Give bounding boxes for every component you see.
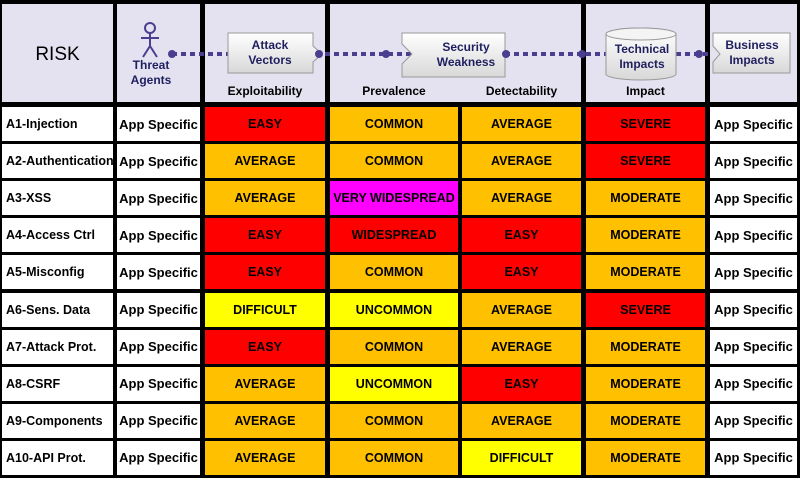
business-cell: App Specific <box>710 292 797 327</box>
rating-cell: EASY <box>462 255 581 290</box>
risk-name: A9-Components <box>2 403 113 438</box>
business-cell: App Specific <box>710 440 797 475</box>
rating-cell: MODERATE <box>586 329 705 364</box>
rating-cell: EASY <box>462 218 581 253</box>
rating-cell: COMMON <box>330 329 458 364</box>
rating-cell: AVERAGE <box>205 144 325 179</box>
risk-name: A4-Access Ctrl <box>2 218 113 253</box>
threat-agents-cell: App Specific <box>117 440 200 475</box>
rating-cell: AVERAGE <box>205 440 325 475</box>
exploitability: Exploitability <box>227 84 303 98</box>
rating-cell: COMMON <box>330 403 458 438</box>
rating-cell: EASY <box>205 255 325 290</box>
rating-cell: DIFFICULT <box>462 440 581 475</box>
header-graphics <box>141 22 791 81</box>
security-weakness: Security Weakness <box>436 40 496 69</box>
threat-agents-cell: App Specific <box>117 181 200 216</box>
business-cell: App Specific <box>710 403 797 438</box>
stick-figure <box>141 22 159 58</box>
threat-agents-cell: App Specific <box>117 107 200 141</box>
rating-cell: SEVERE <box>586 292 705 327</box>
attack-vectors-box <box>227 32 323 74</box>
business-cell: App Specific <box>710 366 797 401</box>
cylinder-top <box>605 27 677 41</box>
rating-cell: MODERATE <box>586 403 705 438</box>
business-cell: App Specific <box>710 218 797 253</box>
technical-impacts: Technical Impacts <box>614 42 670 71</box>
rating-cell: AVERAGE <box>462 144 581 179</box>
rating-cell: AVERAGE <box>462 107 581 141</box>
rating-cell: VERY WIDESPREAD <box>330 181 458 216</box>
risk-name: A1-Injection <box>2 107 113 141</box>
rating-cell: COMMON <box>330 255 458 290</box>
rating-cell: AVERAGE <box>205 366 325 401</box>
threat-agents-cell: App Specific <box>117 255 200 290</box>
rating-cell: EASY <box>205 107 325 141</box>
rating-cell: MODERATE <box>586 440 705 475</box>
prevalence: Prevalence <box>362 84 426 98</box>
rating-cell: DIFFICULT <box>205 292 325 327</box>
threat-agents: Threat Agents <box>130 58 172 87</box>
business-cell: App Specific <box>710 255 797 290</box>
rating-cell: COMMON <box>330 107 458 141</box>
rating-cell: COMMON <box>330 144 458 179</box>
header-cell <box>117 4 200 102</box>
business-cell: App Specific <box>710 107 797 141</box>
rating-cell: AVERAGE <box>462 181 581 216</box>
rating-cell: MODERATE <box>586 366 705 401</box>
threat-agents-cell: App Specific <box>117 366 200 401</box>
rating-cell: EASY <box>205 218 325 253</box>
risk-name: A8-CSRF <box>2 366 113 401</box>
rating-cell: UNCOMMON <box>330 292 458 327</box>
risk-name: A7-Attack Prot. <box>2 329 113 364</box>
flow-dots <box>168 50 703 58</box>
threat-agents-cell: App Specific <box>117 292 200 327</box>
risk-header: RISK <box>35 43 80 65</box>
rating-cell: UNCOMMON <box>330 366 458 401</box>
rating-cell: MODERATE <box>586 181 705 216</box>
attack-vectors: Attack Vectors <box>248 38 292 67</box>
rating-cell: AVERAGE <box>462 329 581 364</box>
rating-cell: MODERATE <box>586 255 705 290</box>
rating-cell: EASY <box>205 329 325 364</box>
threat-agents-cell: App Specific <box>117 218 200 253</box>
business-cell: App Specific <box>710 144 797 179</box>
threat-agents-cell: App Specific <box>117 144 200 179</box>
risk-name: A3-XSS <box>2 181 113 216</box>
rating-cell: SEVERE <box>586 144 705 179</box>
business-cell: App Specific <box>710 329 797 364</box>
weakness-box <box>401 32 506 78</box>
rating-cell: MODERATE <box>586 218 705 253</box>
rating-cell: WIDESPREAD <box>330 218 458 253</box>
threat-agents-cell: App Specific <box>117 403 200 438</box>
rating-cell: EASY <box>462 366 581 401</box>
rating-cell: AVERAGE <box>462 292 581 327</box>
detectability: Detectability <box>485 84 558 98</box>
risk-name: A10-API Prot. <box>2 440 113 475</box>
rating-cell: AVERAGE <box>205 181 325 216</box>
threat-agents-cell: App Specific <box>117 329 200 364</box>
business-impacts: Business Impacts <box>725 38 779 67</box>
risk-name: A2-Authentication <box>2 144 113 179</box>
rating-cell: COMMON <box>330 440 458 475</box>
business-cell: App Specific <box>710 181 797 216</box>
risk-name: A6-Sens. Data <box>2 292 113 327</box>
business-box <box>712 32 791 74</box>
rating-cell: SEVERE <box>586 107 705 141</box>
risk-name: A5-Misconfig <box>2 255 113 290</box>
rating-cell: AVERAGE <box>205 403 325 438</box>
header-cell <box>2 4 113 102</box>
impact: Impact <box>626 84 665 98</box>
rating-cell: AVERAGE <box>462 403 581 438</box>
